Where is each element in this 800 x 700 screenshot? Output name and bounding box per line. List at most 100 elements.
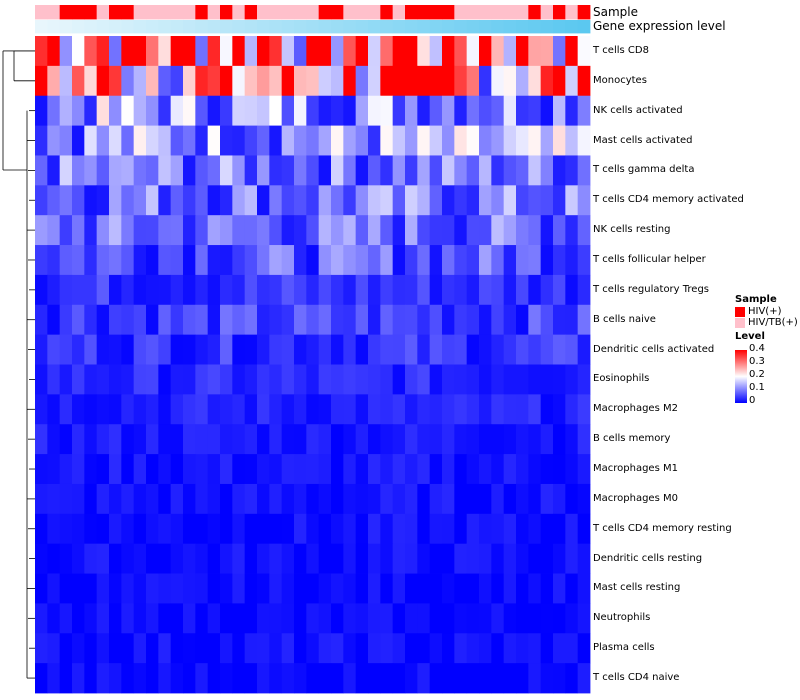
heatmap-cell [368, 215, 381, 246]
heatmap-cell [281, 155, 295, 186]
heatmap-cell [503, 663, 517, 694]
heatmap-cell [232, 334, 246, 365]
heatmap-cell [195, 573, 209, 604]
heatmap-cell [72, 364, 85, 395]
heatmap-cell [183, 573, 196, 604]
sample-annotation-cell [466, 5, 480, 20]
heatmap-cell [281, 513, 295, 545]
heatmap-cell [281, 65, 295, 97]
heatmap-cell [466, 155, 480, 186]
heatmap-cell [466, 633, 480, 664]
heatmap-cell [158, 663, 172, 694]
heatmap-cell [294, 245, 307, 276]
expression-annotation-cell [146, 20, 159, 34]
heatmap-cell [47, 633, 61, 664]
heatmap-cell [220, 36, 233, 67]
heatmap-cell [516, 334, 529, 365]
heatmap-cell [318, 603, 332, 634]
heatmap-cell [405, 215, 418, 246]
heatmap-cell [281, 185, 295, 216]
heatmap-cell [72, 36, 85, 67]
heatmap-cell [170, 155, 184, 186]
row-label: NK cells activated [593, 104, 683, 116]
heatmap-cell [207, 215, 221, 246]
heatmap-cell [331, 36, 344, 67]
heatmap-cell [540, 36, 554, 67]
heatmap-cell [35, 424, 48, 455]
heatmap-cell [183, 603, 196, 634]
heatmap-cell [318, 95, 332, 126]
sample-annotation-cell [109, 5, 122, 20]
heatmap-cell [540, 454, 554, 485]
heatmap-cell [331, 483, 344, 515]
expression-annotation-cell [96, 20, 110, 34]
heatmap-cell [503, 245, 517, 276]
heatmap-cell [35, 155, 48, 186]
heatmap-cell [158, 245, 172, 276]
heatmap-cell [109, 364, 122, 395]
heatmap-cell [72, 95, 85, 126]
legend-sample-title: Sample [735, 294, 777, 305]
heatmap-cell [47, 65, 61, 97]
heatmap-cell [72, 155, 85, 186]
heatmap-cell [294, 364, 307, 395]
heatmap-cell [503, 603, 517, 634]
heatmap-cell [540, 155, 554, 186]
heatmap-cell [528, 663, 542, 694]
heatmap-cell [207, 663, 221, 694]
expression-annotation-cell [368, 20, 381, 34]
heatmap-cell [479, 394, 492, 425]
heatmap-cell [392, 663, 406, 694]
heatmap-cell [343, 454, 357, 485]
heatmap-cell [343, 513, 357, 545]
heatmap-cell [429, 155, 443, 186]
heatmap-cell [59, 424, 73, 455]
heatmap-cell [318, 454, 332, 485]
sample-annotation-cell [417, 5, 431, 20]
heatmap-cell [479, 304, 492, 336]
sample-annotation-cell [429, 5, 443, 20]
heatmap-cell [405, 274, 418, 306]
sample-annotation-cell [479, 5, 492, 20]
heatmap-cell [429, 36, 443, 67]
heatmap-cell [565, 633, 579, 664]
heatmap-cell [109, 65, 122, 97]
heatmap-cell [281, 125, 295, 156]
heatmap-cell [121, 36, 135, 67]
heatmap-cell [269, 125, 283, 156]
heatmap-cell [306, 573, 320, 604]
heatmap-cell [281, 274, 295, 306]
heatmap-cell [368, 513, 381, 545]
heatmap-cell [84, 483, 98, 515]
heatmap-cell [244, 304, 258, 336]
heatmap-cell [331, 394, 344, 425]
heatmap-cell [84, 543, 98, 574]
heatmap-cell [392, 334, 406, 365]
heatmap-cell [318, 394, 332, 425]
heatmap-cell [516, 603, 529, 634]
heatmap-cell [540, 65, 554, 97]
heatmap-cell [47, 304, 61, 336]
heatmap-cell [392, 185, 406, 216]
heatmap-cell [491, 663, 505, 694]
heatmap-cell [72, 215, 85, 246]
expression-annotation-cell [466, 20, 480, 34]
heatmap-cell [306, 543, 320, 574]
heatmap-cell [454, 334, 468, 365]
heatmap-cell [269, 454, 283, 485]
heatmap-cell [220, 633, 233, 664]
expression-annotation-cell [355, 20, 369, 34]
heatmap-cell [331, 125, 344, 156]
heatmap-cell [355, 185, 369, 216]
level-tick-0: 0 [749, 395, 756, 406]
heatmap-cell [121, 663, 135, 694]
heatmap-cell [479, 245, 492, 276]
heatmap-cell [540, 424, 554, 455]
heatmap-cell [380, 424, 394, 455]
heatmap-cell [466, 513, 480, 545]
heatmap-cell [35, 364, 48, 395]
heatmap-cell [170, 245, 184, 276]
heatmap-cell [133, 36, 147, 67]
heatmap-cell [84, 633, 98, 664]
heatmap-cell [331, 633, 344, 664]
